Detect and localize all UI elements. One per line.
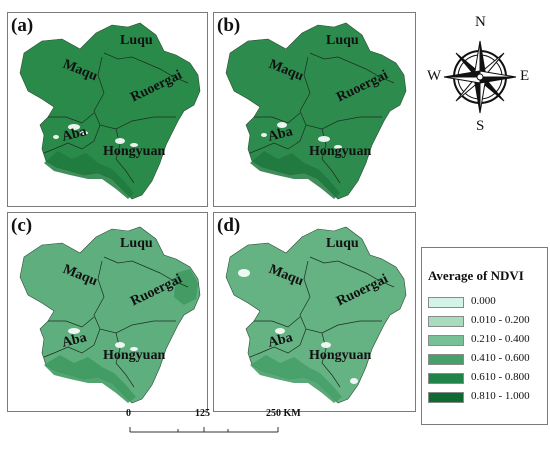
- map-b-bare-patches: [261, 122, 342, 149]
- map-panel-d: (d) Luqu Maqu Ruoergai Aba Hongyuan: [213, 212, 416, 412]
- compass-rose-icon: [443, 40, 517, 114]
- legend-swatch: [428, 316, 464, 327]
- map-panel-c: (c) Luqu Maqu Ruoergai Aba Hongyuan: [7, 212, 208, 412]
- compass-west-label: W: [427, 68, 442, 84]
- legend-swatch: [428, 392, 464, 403]
- compass-south-label: S: [476, 118, 485, 134]
- compass-east-label: E: [520, 68, 530, 84]
- legend-item-label: 0.810 - 1.000: [471, 390, 530, 402]
- map-a-bare-patches: [53, 124, 138, 147]
- region-label-hongyuan: Hongyuan: [309, 144, 372, 159]
- map-panel-a: (a) Luqu Maqu Ruoergai Aba Hongyuan: [7, 12, 208, 207]
- panel-label: (a): [11, 15, 34, 36]
- map-c-bare-patches: [68, 328, 138, 351]
- panel-label: (b): [217, 15, 241, 36]
- compass-rose: N S E W: [425, 14, 535, 135]
- legend-item-label: 0.610 - 0.800: [471, 371, 530, 383]
- region-label-luqu: Luqu: [326, 33, 359, 48]
- legend-item-label: 0.010 - 0.200: [471, 314, 530, 326]
- map-d-bare-patches: [238, 269, 358, 384]
- map-panel-b: (b) Luqu Maqu Ruoergai Aba Hongyuan: [213, 12, 416, 207]
- map-b-shaded-zone: [250, 151, 340, 199]
- scale-label-0: 0: [126, 408, 131, 419]
- legend-item-label: 0.210 - 0.400: [471, 333, 530, 345]
- map-c-east-zone: [174, 269, 198, 305]
- map-a-shaded-zone: [44, 151, 134, 199]
- map-b-graphic: [225, 22, 407, 200]
- legend-item-label: 0.000: [471, 295, 496, 307]
- legend-swatch: [428, 297, 464, 308]
- region-label-hongyuan: Hongyuan: [103, 144, 166, 159]
- map-a-county-borders: [43, 52, 189, 184]
- legend-title: Average of NDVI: [428, 268, 524, 283]
- panel-label: (d): [217, 215, 241, 236]
- region-label-hongyuan: Hongyuan: [103, 348, 166, 363]
- scale-label-125: 125: [195, 408, 210, 419]
- legend-swatch: [428, 373, 464, 384]
- region-label-hongyuan: Hongyuan: [309, 348, 372, 363]
- region-label-luqu: Luqu: [326, 236, 359, 251]
- map-d-shaded-zone: [250, 355, 342, 403]
- panel-label: (c): [11, 215, 33, 236]
- map-c-shaded-zone: [44, 355, 136, 403]
- legend-swatch: [428, 335, 464, 346]
- legend-swatch: [428, 354, 464, 365]
- compass-north-label: N: [475, 14, 486, 30]
- region-label-luqu: Luqu: [120, 236, 153, 251]
- scale-label-250: 250 KM: [266, 408, 301, 419]
- ndvi-legend: Average of NDVI 0.000 0.010 - 0.200 0.21…: [421, 247, 548, 425]
- scale-bar: 0 125 250 KM: [100, 408, 301, 450]
- region-label-luqu: Luqu: [120, 33, 153, 48]
- legend-item-label: 0.410 - 0.600: [471, 352, 530, 364]
- scale-bar-graphic: [129, 427, 279, 433]
- map-d-graphic: [225, 226, 407, 404]
- map-c-graphic: [19, 226, 201, 404]
- map-a-graphic: [19, 22, 201, 200]
